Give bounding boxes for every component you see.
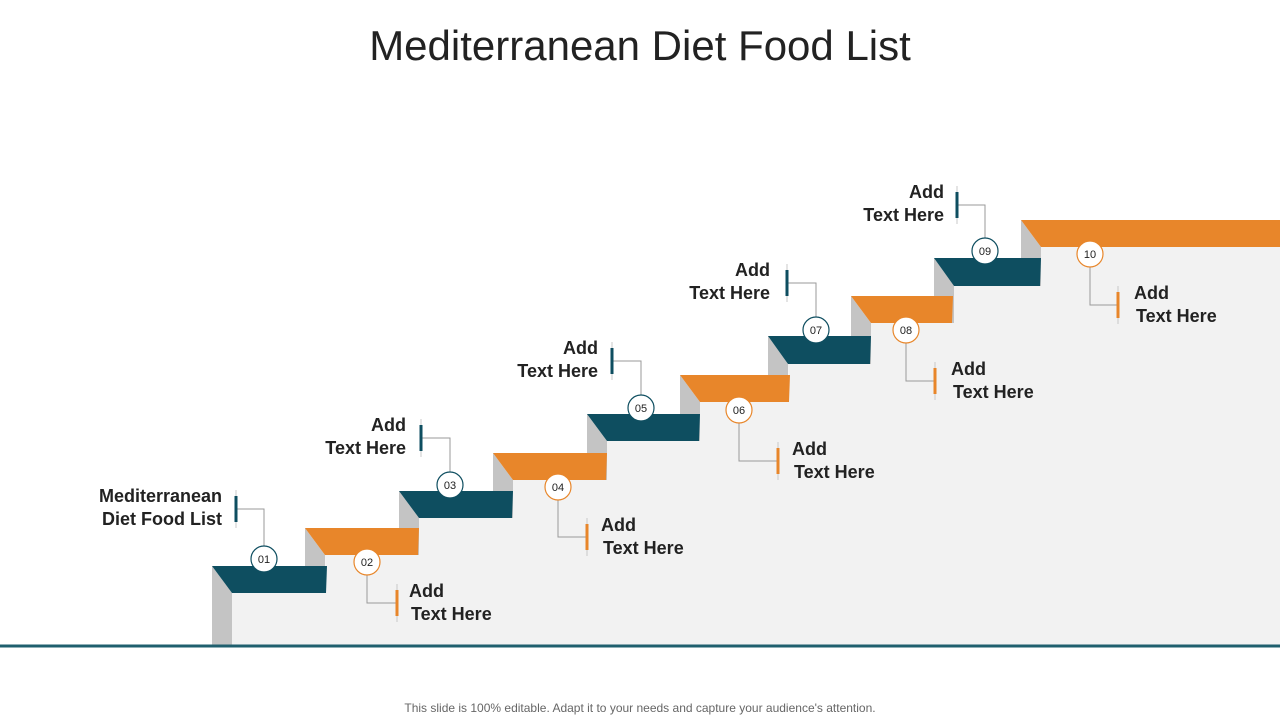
step-label-line1: Add	[601, 515, 636, 535]
step-number: 09	[979, 246, 991, 258]
step-label-line1: Add	[951, 359, 986, 379]
step-number: 07	[810, 325, 822, 337]
connector-line	[366, 574, 397, 604]
step-circle	[971, 237, 999, 265]
step-label-line2: Text Here	[325, 438, 406, 458]
connector-line	[738, 422, 778, 462]
step-label-line1: Add	[909, 182, 944, 202]
step-number: 02	[361, 557, 373, 569]
step-circle	[1076, 240, 1104, 268]
step-number: 03	[444, 480, 456, 492]
footer-note: This slide is 100% editable. Adapt it to…	[404, 701, 876, 715]
step-tread	[587, 414, 700, 441]
connector-line	[787, 282, 817, 318]
step-label: Add Text Here	[325, 414, 406, 460]
step-tread	[851, 296, 953, 323]
step-label-line2: Text Here	[863, 205, 944, 225]
connector-line	[421, 437, 451, 473]
step-tread	[305, 528, 419, 555]
connector-line	[557, 499, 587, 538]
step-label-line1: Add	[563, 338, 598, 358]
step-number: 08	[900, 325, 912, 337]
step-number: 10	[1084, 249, 1096, 261]
connector-line	[236, 508, 265, 547]
step-label-line2: Text Here	[794, 462, 875, 482]
step-label: Add Text Here	[792, 438, 875, 484]
step-label-line1: Add	[735, 260, 770, 280]
step-circle	[436, 471, 464, 499]
staircase-wall	[232, 247, 1280, 645]
step-label-line1: Add	[371, 415, 406, 435]
step-label-line2: Diet Food List	[102, 509, 222, 529]
step-circle	[627, 394, 655, 422]
connector-line	[612, 360, 642, 396]
step-label-line2: Text Here	[517, 361, 598, 381]
page-title: Mediterranean Diet Food List	[369, 22, 911, 69]
connector-line	[957, 204, 986, 239]
step-circle	[892, 316, 920, 344]
connector-line	[1089, 266, 1118, 306]
step-riser	[212, 566, 232, 645]
step-tread	[1021, 220, 1280, 247]
connector-line	[905, 342, 935, 382]
step-label-line2: Text Here	[411, 604, 492, 624]
step-number: 05	[635, 403, 647, 415]
step-circle	[544, 473, 572, 501]
step-tread	[934, 258, 1041, 286]
step-label: Add Text Here	[601, 514, 684, 560]
step-label-line2: Text Here	[603, 538, 684, 558]
step-label: Add Text Here	[863, 181, 944, 227]
step-tread	[680, 375, 790, 402]
step-label-line2: Text Here	[1136, 306, 1217, 326]
step-tread	[493, 453, 607, 480]
step-circle	[725, 396, 753, 424]
step-number: 01	[258, 554, 270, 566]
step-label-line1: Add	[409, 581, 444, 601]
step-number: 06	[733, 405, 745, 417]
step-label: Mediterranean Diet Food List	[99, 485, 222, 531]
step-label-line1: Add	[1134, 283, 1169, 303]
step-label: Add Text Here	[951, 358, 1034, 404]
step-circle	[802, 316, 830, 344]
step-label: Add Text Here	[517, 337, 598, 383]
step-label: Add Text Here	[689, 259, 770, 305]
step-tread	[399, 491, 513, 518]
step-label: Add Text Here	[1134, 282, 1217, 328]
step-tread	[768, 336, 871, 364]
step-label-line1: Add	[792, 439, 827, 459]
step-circle	[353, 548, 381, 576]
step-label-line1: Mediterranean	[98, 486, 222, 506]
step-circle	[250, 545, 278, 573]
step-label-line2: Text Here	[953, 382, 1034, 402]
step-label-line2: Text Here	[689, 283, 770, 303]
step-tread	[212, 566, 327, 593]
step-label: Add Text Here	[409, 580, 492, 626]
step-number: 04	[552, 482, 564, 494]
